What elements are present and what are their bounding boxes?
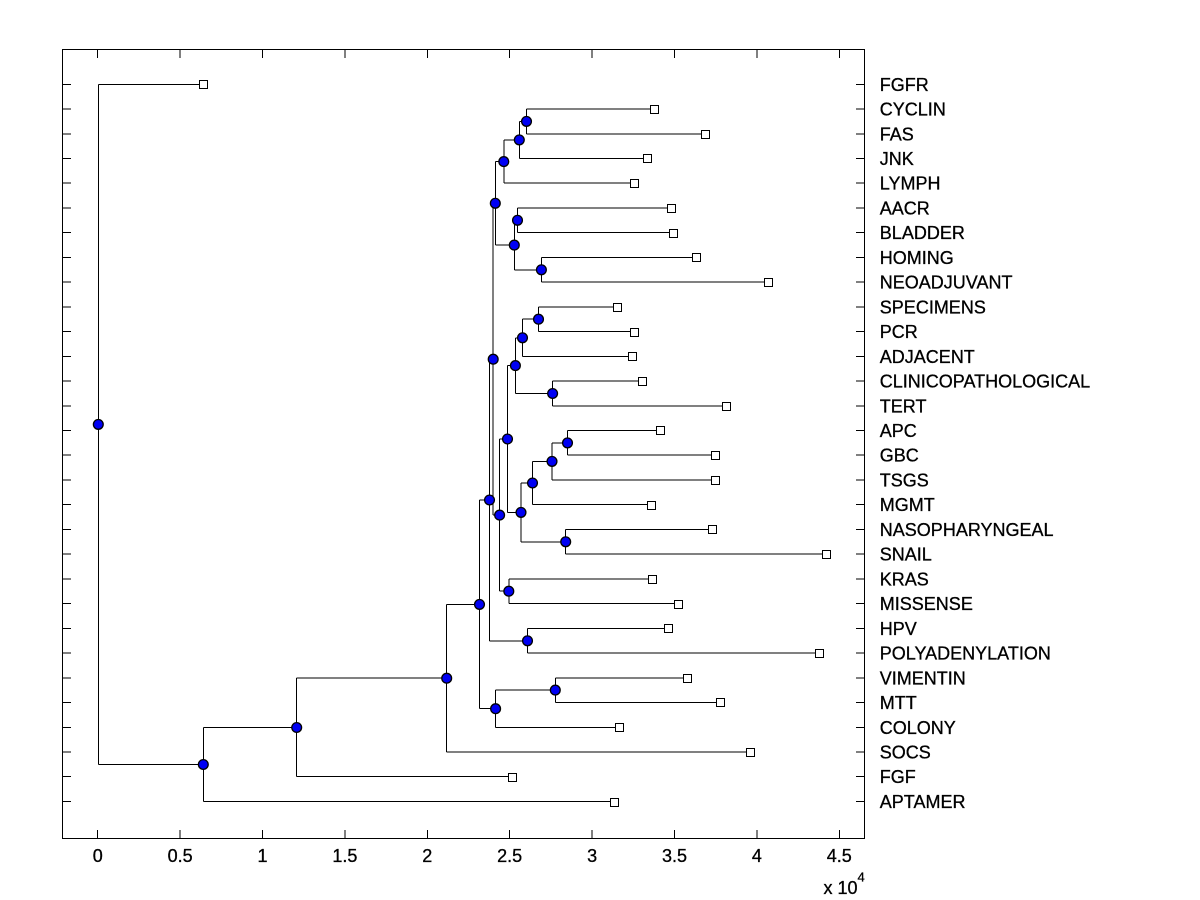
svg-text:SNAIL: SNAIL (880, 545, 932, 565)
svg-text:MTT: MTT (880, 693, 917, 713)
svg-text:SOCS: SOCS (880, 743, 931, 763)
svg-text:TSGS: TSGS (880, 471, 929, 491)
svg-text:VIMENTIN: VIMENTIN (880, 668, 966, 688)
svg-text:APTAMER: APTAMER (880, 792, 966, 812)
svg-text:0: 0 (93, 846, 103, 866)
svg-text:GBC: GBC (880, 446, 919, 466)
svg-text:CLINICOPATHOLOGICAL: CLINICOPATHOLOGICAL (880, 372, 1090, 392)
svg-text:2: 2 (422, 846, 432, 866)
svg-text:1.5: 1.5 (332, 846, 357, 866)
svg-text:BLADDER: BLADDER (880, 223, 965, 243)
svg-text:TERT: TERT (880, 396, 927, 416)
svg-text:FAS: FAS (880, 124, 914, 144)
svg-text:NEOADJUVANT: NEOADJUVANT (880, 273, 1013, 293)
svg-text:MISSENSE: MISSENSE (880, 594, 973, 614)
svg-text:NASOPHARYNGEAL: NASOPHARYNGEAL (880, 520, 1054, 540)
svg-text:2.5: 2.5 (497, 846, 522, 866)
svg-text:JNK: JNK (880, 149, 914, 169)
svg-text:4: 4 (858, 870, 865, 885)
svg-text:4: 4 (752, 846, 762, 866)
svg-text:FGF: FGF (880, 767, 916, 787)
svg-text:1: 1 (257, 846, 267, 866)
svg-text:LYMPH: LYMPH (880, 174, 941, 194)
svg-text:COLONY: COLONY (880, 718, 956, 738)
svg-text:4.5: 4.5 (827, 846, 852, 866)
svg-text:PCR: PCR (880, 322, 918, 342)
svg-text:APC: APC (880, 421, 917, 441)
svg-text:CYCLIN: CYCLIN (880, 100, 946, 120)
svg-text:MGMT: MGMT (880, 495, 935, 515)
svg-text:x 10: x 10 (824, 878, 858, 898)
svg-text:HOMING: HOMING (880, 248, 954, 268)
svg-text:3.5: 3.5 (662, 846, 687, 866)
svg-text:HPV: HPV (880, 619, 917, 639)
svg-text:POLYADENYLATION: POLYADENYLATION (880, 644, 1051, 664)
svg-text:FGFR: FGFR (880, 75, 929, 95)
svg-text:3: 3 (587, 846, 597, 866)
svg-text:ADJACENT: ADJACENT (880, 347, 975, 367)
svg-text:KRAS: KRAS (880, 569, 929, 589)
svg-text:0.5: 0.5 (168, 846, 193, 866)
svg-text:AACR: AACR (880, 198, 930, 218)
svg-text:SPECIMENS: SPECIMENS (880, 297, 986, 317)
